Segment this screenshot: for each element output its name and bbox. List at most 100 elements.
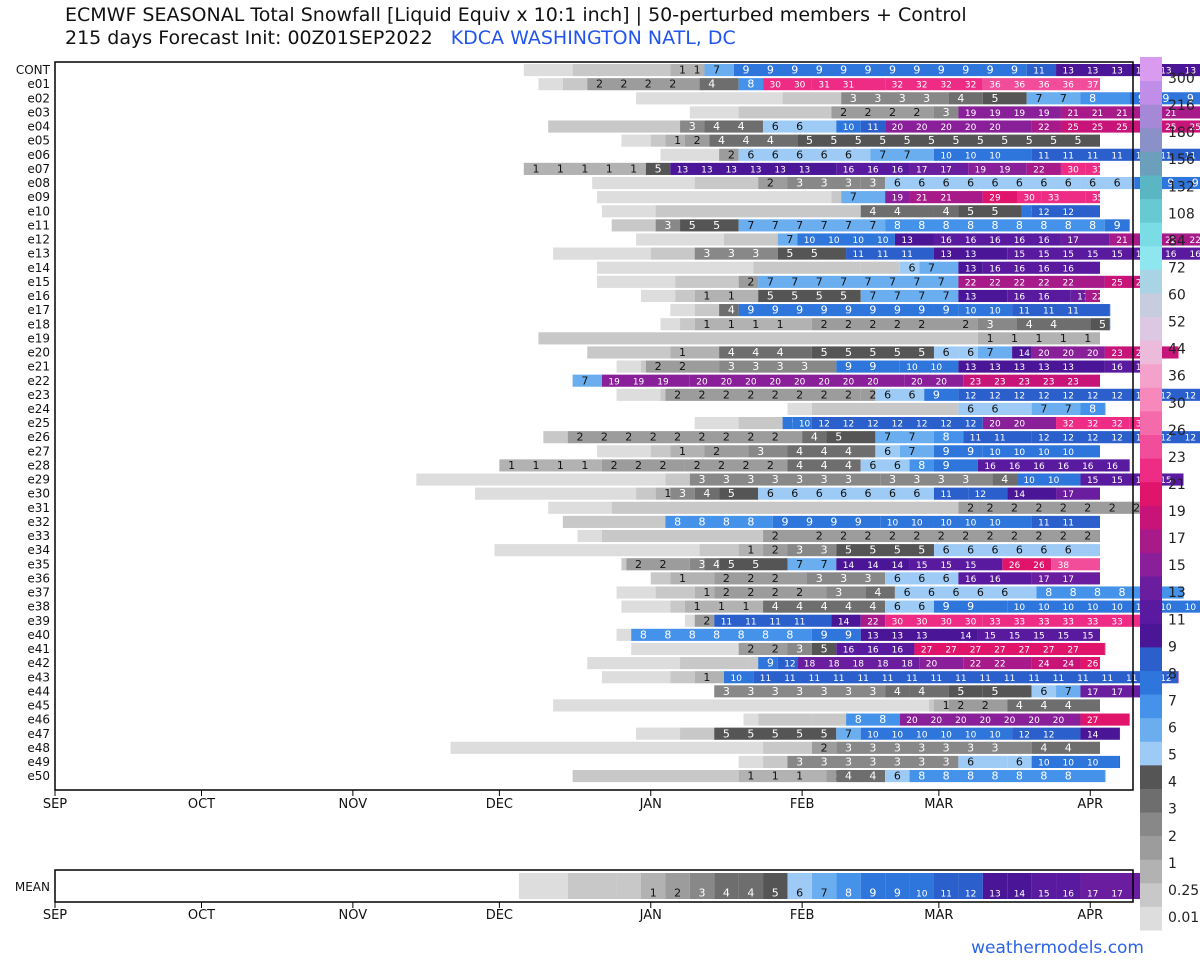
member-e22-segment	[572, 374, 602, 387]
member-e39-value-label: 35	[1160, 617, 1171, 627]
member-e29-segment	[1016, 473, 1081, 486]
member-e44-segment	[909, 685, 949, 698]
mean-value-label: 3	[699, 887, 706, 900]
member-e19-segment	[977, 332, 1100, 345]
member-e23-value-label: 2	[869, 388, 876, 401]
member-e23-value-label: 6	[908, 388, 915, 401]
mean-value-label: 7	[821, 887, 828, 900]
member-e29-value-label: 3	[772, 473, 779, 486]
member-e04-value-label: 4	[738, 120, 745, 133]
member-e01-value-label: 32	[940, 81, 951, 91]
mean-value-label: 14	[1014, 890, 1026, 900]
member-e31-value-label: 2	[987, 501, 994, 514]
member-e29-segment	[416, 473, 666, 486]
member-e12-segment	[797, 233, 895, 246]
member-e43-value-label: 11	[857, 674, 868, 684]
member-e30-value-label: 6	[767, 487, 774, 500]
member-e42-segment	[748, 657, 759, 670]
member-e07-value-label: 16	[892, 165, 904, 175]
member-e37-value-label: 8	[1045, 586, 1052, 599]
mean-segment	[763, 873, 788, 899]
member-e18-value-label: 3	[987, 318, 994, 331]
member-e39-value-label: 11	[745, 617, 756, 627]
member-e49-value-label: 6	[967, 756, 974, 769]
member-e40-value-label: 15	[1009, 631, 1020, 641]
member-e30-value-label: 6	[816, 487, 823, 500]
mean-value-label: 9	[869, 887, 876, 900]
member-e50-segment	[1104, 770, 1106, 783]
member-e35-value-label: 3	[699, 558, 706, 571]
member-e48-value-label: 3	[967, 741, 974, 754]
member-e20-segment	[933, 346, 959, 359]
member-e47-segment	[860, 727, 1013, 740]
member-e46-segment	[743, 713, 759, 726]
member-e46-value-label: 20	[1028, 716, 1040, 726]
member-e28-segment	[909, 459, 934, 472]
member-e20-segment	[958, 346, 978, 359]
member-e30-segment	[758, 487, 934, 500]
member-e08-value-label: 2	[767, 177, 774, 190]
member-e39-value-label: 22	[867, 617, 878, 627]
member-e17-value-label: 11	[1019, 307, 1030, 317]
member-e45-segment	[948, 699, 1008, 712]
member-e40-segment	[860, 628, 954, 641]
member-e02-segment	[1080, 92, 1130, 105]
member-e03-value-label: 19	[989, 109, 1001, 119]
member-e13-value-label: 15	[1038, 250, 1049, 260]
member-e39-segment	[714, 614, 832, 627]
colorbar-swatch	[1140, 481, 1162, 506]
mean-segment	[567, 873, 617, 899]
member-e17-segment	[958, 304, 1013, 317]
member-e01-value-label: 31	[843, 81, 854, 91]
member-e07-value-label: 1	[532, 162, 539, 175]
member-label-e44: e44	[27, 684, 50, 698]
member-e07-segment	[836, 162, 910, 175]
member-e21-segment	[719, 360, 837, 373]
member-e07-value-label: 17	[916, 165, 927, 175]
member-e24-value-label: 6	[992, 403, 999, 416]
mean-plot-frame	[54, 869, 1134, 903]
member-e49-segment	[787, 755, 959, 768]
member-e28-segment	[787, 459, 861, 472]
member-e21-value-label: 3	[777, 360, 784, 373]
member-e43-value-label: 11	[760, 674, 771, 684]
member-e26-value-label: 7	[884, 431, 891, 444]
member-e11-value-label: 9	[1114, 219, 1121, 232]
member-e28-value-label: 4	[845, 459, 852, 472]
member-e25-value-label: 20	[1014, 420, 1026, 430]
member-e17-segment	[1012, 304, 1110, 317]
member-e02-segment	[782, 92, 842, 105]
member-e04-value-label: 3	[689, 120, 696, 133]
member-e02-value-label: 3	[850, 92, 857, 105]
member-e22-value-label: 23	[1019, 377, 1030, 387]
mean-value-label: 1	[650, 887, 657, 900]
member-e36-value-label: 16	[989, 575, 1001, 585]
member-e26-value-label: 2	[674, 431, 681, 444]
member-e48-value-label: 2	[821, 741, 828, 754]
member-e06-value-label: 10	[989, 151, 1001, 161]
member-e50-segment	[572, 770, 641, 783]
member-e20-segment	[1012, 346, 1032, 359]
member-e08-value-label: 3	[869, 177, 876, 190]
member-e39-value-label: 33	[1063, 617, 1074, 627]
member-cont-segment	[704, 64, 734, 77]
member-e28-value-label: 6	[869, 459, 876, 472]
member-e27-value-label: 10	[1038, 448, 1050, 458]
member-e08-value-label: 3	[796, 177, 803, 190]
member-cont-value-label: 9	[865, 64, 872, 77]
member-e16-value-label: 7	[943, 290, 950, 303]
member-e42-value-label: 20	[926, 660, 938, 670]
mean-segment	[640, 873, 666, 899]
mean-value-label: 8	[845, 887, 852, 900]
x-tick-label-jan: JAN	[639, 797, 662, 812]
member-e20-value-label: 23	[1111, 349, 1122, 359]
member-e13-segment	[777, 247, 847, 260]
member-e18-segment	[660, 318, 681, 331]
member-e42-segment	[680, 657, 749, 670]
member-e22-value-label: 20	[867, 377, 879, 387]
member-e39-value-label: 30	[965, 617, 977, 627]
member-e07-value-label: 1	[581, 162, 588, 175]
x-tick-label-feb: FEB	[790, 797, 815, 812]
colorbar-label: 3	[1168, 802, 1177, 818]
member-e32-segment	[880, 515, 934, 528]
